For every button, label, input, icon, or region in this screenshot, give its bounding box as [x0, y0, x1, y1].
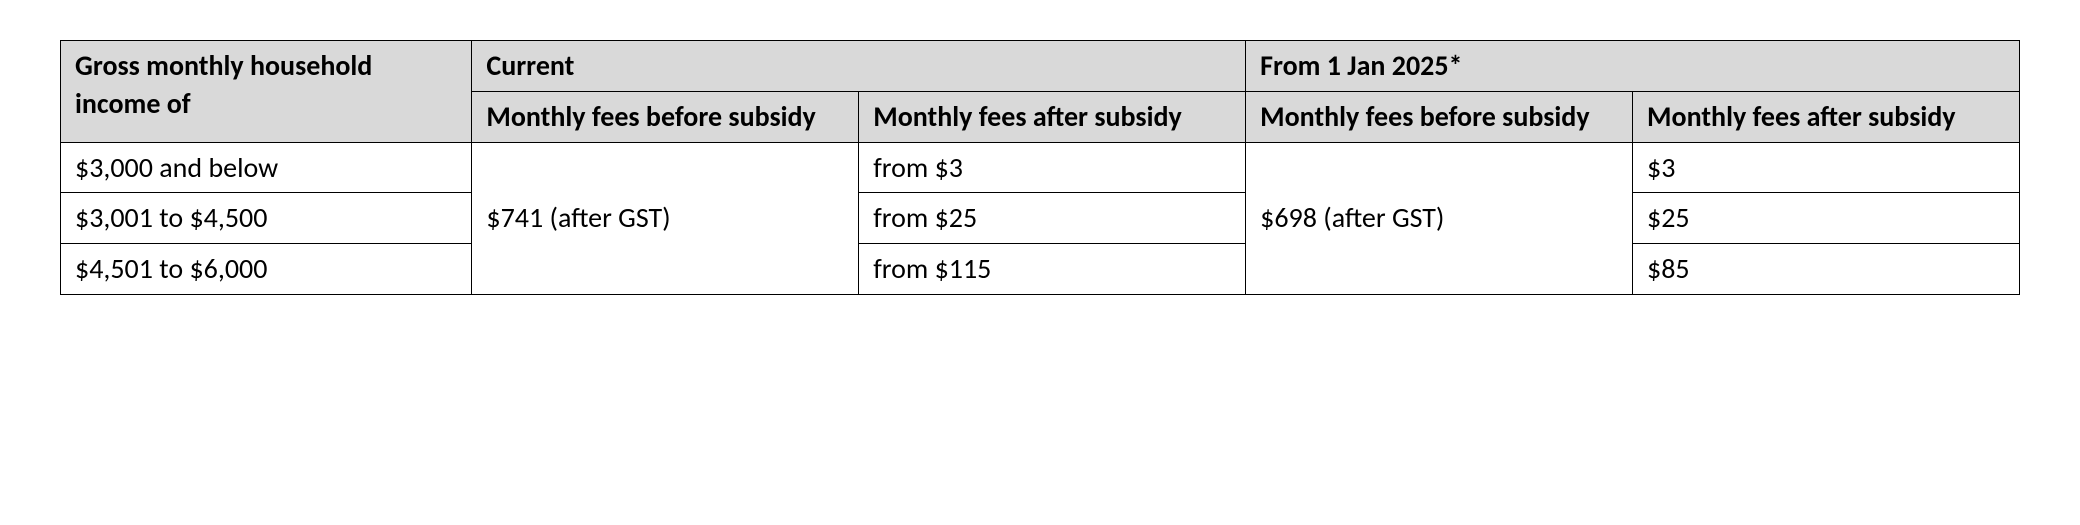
cell-current-after: from $115: [859, 244, 1246, 295]
cell-future-before: $698 (after GST): [1246, 142, 1633, 294]
header-future-after: Monthly fees after subsidy: [1633, 91, 2020, 142]
header-row-1: Gross monthly household income of Curren…: [61, 41, 2020, 92]
cell-income: $4,501 to $6,000: [61, 244, 472, 295]
cell-future-after: $85: [1633, 244, 2020, 295]
cell-current-after: from $25: [859, 193, 1246, 244]
header-future-before: Monthly fees before subsidy: [1246, 91, 1633, 142]
header-income: Gross monthly household income of: [61, 41, 472, 143]
header-current: Current: [472, 41, 1246, 92]
header-current-before: Monthly fees before subsidy: [472, 91, 859, 142]
table-row: $3,001 to $4,500 from $25 $25: [61, 193, 2020, 244]
cell-current-before: $741 (after GST): [472, 142, 859, 294]
header-future: From 1 Jan 2025*: [1246, 41, 2020, 92]
table-row: $4,501 to $6,000 from $115 $85: [61, 244, 2020, 295]
table-row: $3,000 and below $741 (after GST) from $…: [61, 142, 2020, 193]
fees-comparison-table: Gross monthly household income of Curren…: [60, 40, 2020, 295]
cell-future-after: $25: [1633, 193, 2020, 244]
cell-current-after: from $3: [859, 142, 1246, 193]
cell-future-after: $3: [1633, 142, 2020, 193]
cell-income: $3,000 and below: [61, 142, 472, 193]
cell-income: $3,001 to $4,500: [61, 193, 472, 244]
header-current-after: Monthly fees after subsidy: [859, 91, 1246, 142]
